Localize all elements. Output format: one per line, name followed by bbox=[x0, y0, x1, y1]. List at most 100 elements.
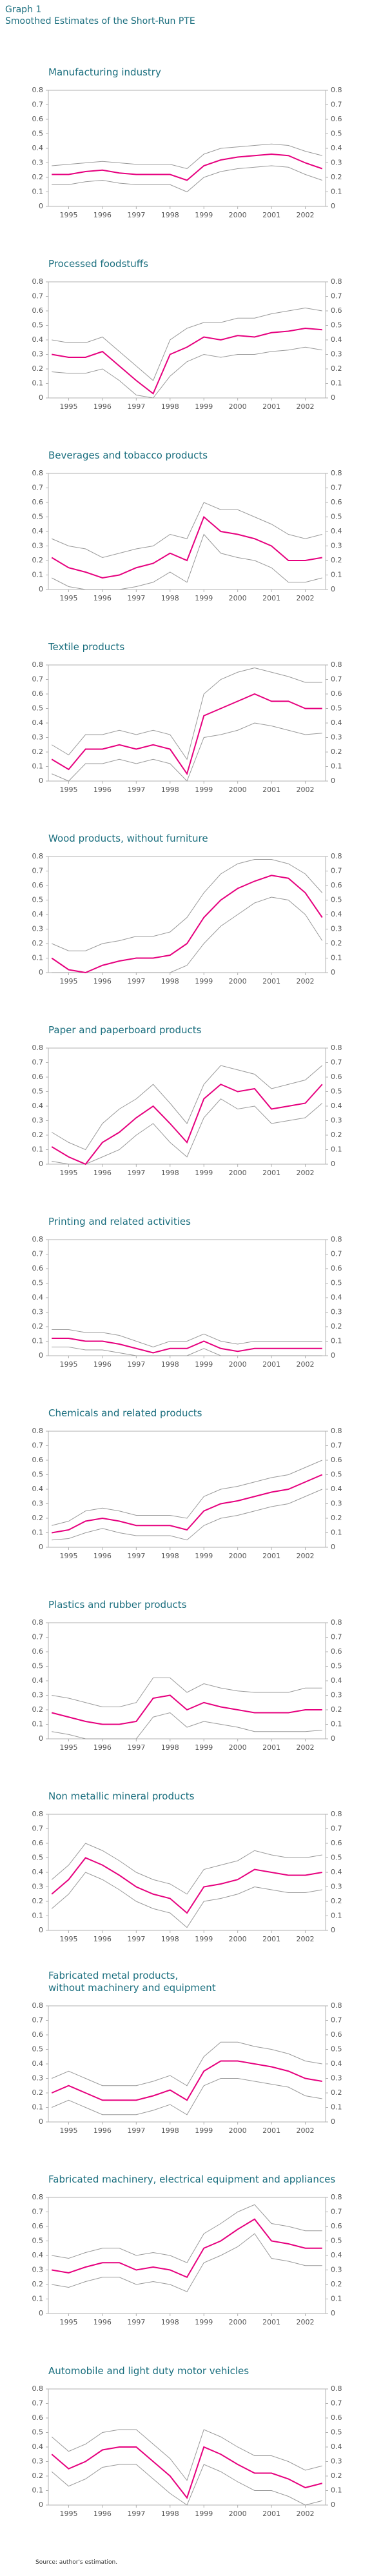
x-tick-label: 1998 bbox=[161, 1360, 179, 1369]
y2-tick-label: 0 bbox=[331, 1160, 335, 1168]
y-tick-label: 0.3 bbox=[32, 1883, 44, 1891]
graph-number: Graph 1 bbox=[5, 5, 42, 15]
plot-frame bbox=[48, 856, 326, 973]
y2-tick-label: 0.6 bbox=[331, 2030, 342, 2039]
x-tick-label: 2000 bbox=[229, 1552, 247, 1560]
data-line bbox=[52, 1347, 322, 1356]
x-tick-label: 2000 bbox=[229, 402, 247, 411]
y-tick-label: 0.3 bbox=[32, 542, 44, 550]
y-tick-label: 0.8 bbox=[32, 1618, 44, 1627]
y2-tick-label: 0.2 bbox=[331, 2088, 342, 2097]
y-tick-label: 0.5 bbox=[32, 2237, 44, 2245]
y-tick-label: 0.4 bbox=[32, 718, 44, 727]
chart-title: Chemicals and related products bbox=[48, 1407, 202, 1419]
y-tick-label: 0.3 bbox=[32, 1308, 44, 1316]
y2-tick-label: 0.4 bbox=[331, 1485, 342, 1493]
chart-title: Non metallic mineral products bbox=[48, 1790, 195, 1802]
y2-tick-label: 0.5 bbox=[331, 704, 342, 713]
y-tick-label: 0.5 bbox=[32, 130, 44, 138]
y-tick-label: 0.8 bbox=[32, 86, 44, 94]
plot-frame bbox=[48, 2388, 326, 2506]
x-tick-label: 1995 bbox=[59, 1935, 77, 1943]
chart-panel: Fabricated metal products, without machi… bbox=[0, 1963, 372, 2154]
x-tick-label: 2000 bbox=[229, 1169, 247, 1177]
y2-tick-label: 0.1 bbox=[331, 762, 342, 771]
data-line bbox=[52, 2078, 322, 2115]
x-tick-label: 1995 bbox=[59, 977, 77, 986]
x-tick-label: 1999 bbox=[195, 2510, 213, 2518]
chart-panel: Textile products 0 0.1 0.2 0.3 0.4 0.5 0.6 0.7 0.… bbox=[0, 622, 372, 813]
y2-tick-label: 0.5 bbox=[331, 321, 342, 330]
data-line bbox=[52, 2233, 322, 2292]
chart-panel: Paper and paperboard products 0 0.1 0.2 0.3 0… bbox=[0, 1006, 372, 1196]
y2-tick-label: 0.3 bbox=[331, 2074, 342, 2083]
chart-title: Beverages and tobacco products bbox=[48, 450, 208, 461]
y2-tick-label: 0.4 bbox=[331, 527, 342, 535]
y2-tick-label: 0 bbox=[331, 1734, 335, 1743]
x-tick-label: 1999 bbox=[195, 1169, 213, 1177]
x-tick-label: 2000 bbox=[229, 1743, 247, 1752]
y-tick-label: 0.4 bbox=[32, 527, 44, 535]
x-tick-label: 2001 bbox=[262, 1169, 280, 1177]
chart-panel: Beverages and tobacco products 0 0.1 0.2 0.3… bbox=[0, 431, 372, 622]
y-tick-label: 0.6 bbox=[32, 498, 44, 506]
y2-tick-label: 0 bbox=[331, 393, 335, 402]
x-tick-label: 1998 bbox=[161, 1552, 179, 1560]
x-tick-label: 1997 bbox=[127, 402, 145, 411]
y-tick-label: 0.6 bbox=[32, 1647, 44, 1656]
data-line bbox=[52, 2218, 322, 2279]
x-tick-label: 1999 bbox=[195, 786, 213, 794]
y2-tick-label: 0.4 bbox=[331, 718, 342, 727]
x-tick-label: 1996 bbox=[93, 786, 112, 794]
x-tick-label: 1996 bbox=[93, 1743, 112, 1752]
y-tick-label: 0.7 bbox=[32, 101, 44, 109]
chart: 0 0.1 0.2 0.3 0.4 0.5 0.6 0.7 0.8 0 0.1 0.2 0.3 0.4 0.… bbox=[32, 852, 342, 986]
y2-tick-label: 0.5 bbox=[331, 130, 342, 138]
y-tick-label: 0.5 bbox=[32, 2045, 44, 2054]
y2-tick-label: 0.1 bbox=[331, 1529, 342, 1537]
y2-tick-label: 0.6 bbox=[331, 498, 342, 506]
y-tick-label: 0.7 bbox=[32, 2399, 44, 2408]
data-line bbox=[52, 1338, 322, 1354]
y2-tick-label: 0 bbox=[331, 968, 335, 976]
y2-tick-label: 0 bbox=[331, 202, 335, 210]
y2-tick-label: 0.5 bbox=[331, 1854, 342, 1862]
x-tick-label: 2001 bbox=[262, 1743, 280, 1752]
x-tick-label: 1997 bbox=[127, 1169, 145, 1177]
y-tick-label: 0.2 bbox=[32, 2280, 44, 2288]
x-tick-label: 1996 bbox=[93, 2510, 112, 2518]
x-tick-label: 2002 bbox=[297, 2126, 315, 2135]
y-tick-label: 0.5 bbox=[32, 1279, 44, 1287]
y-tick-label: 0.4 bbox=[32, 910, 44, 918]
y-tick-label: 0 bbox=[39, 1543, 43, 1551]
y2-tick-label: 0.8 bbox=[331, 469, 342, 477]
chart-panel: Fabricated machinery, electrical equipme… bbox=[0, 2155, 372, 2346]
y2-tick-label: 0.4 bbox=[331, 1293, 342, 1302]
y2-tick-label: 0.8 bbox=[331, 660, 342, 669]
y-tick-label: 0 bbox=[39, 968, 43, 976]
y-tick-label: 0.5 bbox=[32, 1662, 44, 1670]
x-tick-label: 2001 bbox=[262, 2126, 280, 2135]
y-tick-label: 0 bbox=[39, 2309, 43, 2317]
x-tick-label: 1997 bbox=[127, 977, 145, 986]
y2-tick-label: 0.4 bbox=[331, 2251, 342, 2259]
y-tick-label: 0.1 bbox=[32, 2103, 44, 2112]
chart-title: Fabricated metal products, without machi… bbox=[48, 1970, 216, 1994]
chart: 0 0.1 0.2 0.3 0.4 0.5 0.6 0.7 0.8 0 0.1 0.2 0.3 0.4 0.… bbox=[32, 469, 342, 602]
x-tick-label: 2002 bbox=[297, 2510, 315, 2518]
x-tick-label: 2001 bbox=[262, 1935, 280, 1943]
data-line bbox=[52, 1678, 322, 1707]
y-tick-label: 0.2 bbox=[32, 1514, 44, 1522]
y-tick-label: 0.1 bbox=[32, 762, 44, 771]
y-tick-label: 0.6 bbox=[32, 2413, 44, 2422]
x-tick-label: 2000 bbox=[229, 977, 247, 986]
y-tick-label: 0 bbox=[39, 202, 43, 210]
y-tick-label: 0.1 bbox=[32, 188, 44, 196]
x-tick-label: 1998 bbox=[161, 2318, 179, 2326]
y2-tick-label: 0.3 bbox=[331, 925, 342, 933]
y-tick-label: 0.8 bbox=[32, 469, 44, 477]
y-tick-label: 0.3 bbox=[32, 2074, 44, 2083]
y-tick-label: 0.3 bbox=[32, 733, 44, 742]
y2-tick-label: 0.1 bbox=[331, 954, 342, 962]
y2-tick-label: 0.1 bbox=[331, 1337, 342, 1345]
